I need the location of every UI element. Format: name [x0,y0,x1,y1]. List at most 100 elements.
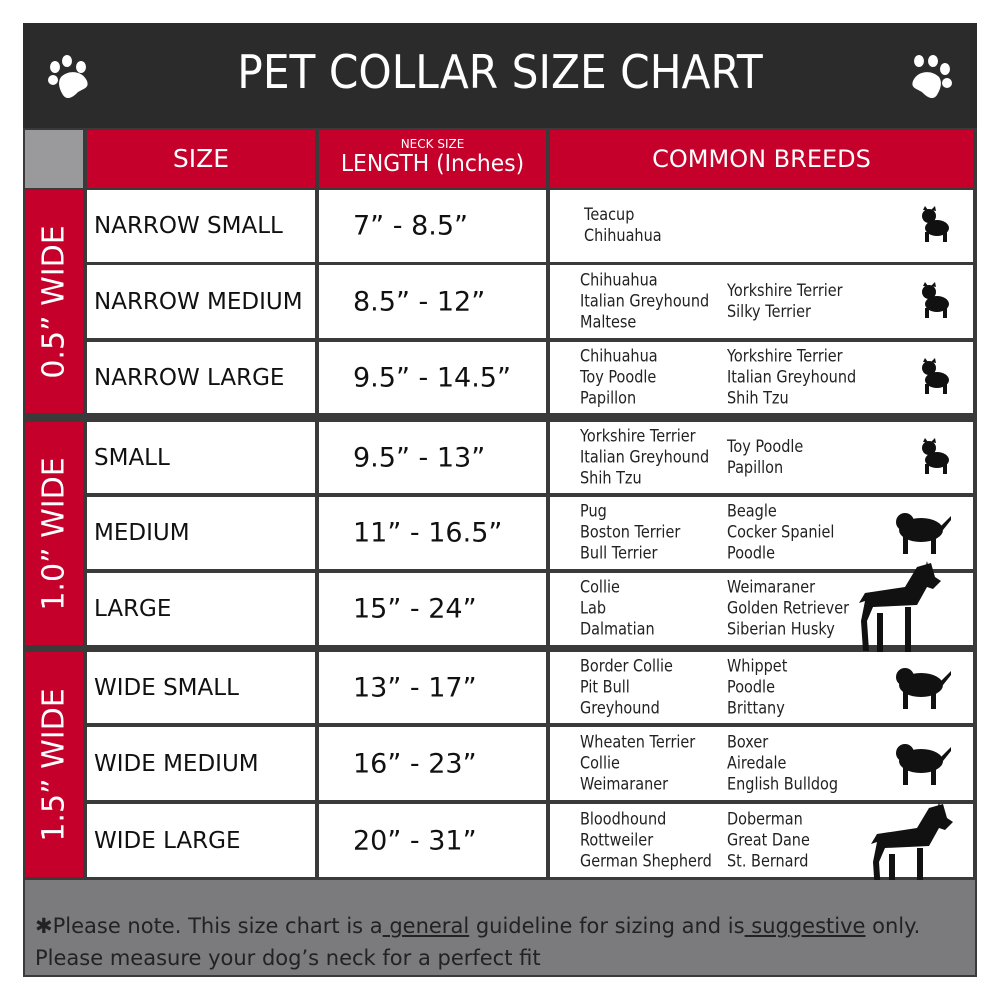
breeds-column-2: Yorkshire Terrier Italian Greyhound Shih T… [727,346,856,409]
neck-length: 9.5” - 13” [353,442,486,473]
size-label: NARROW MEDIUM [94,288,303,315]
group-label-band: 0.5” WIDE [25,190,83,413]
neck-length: 15” - 24” [353,593,477,625]
group-label: 0.5” WIDE [36,224,72,379]
column-header-breeds: COMMON BREEDS [550,130,973,188]
breeds-column-1: Yorkshire Terrier Italian Greyhound Shih T… [580,426,709,489]
breed-name: Yorkshire Terrier [727,280,843,301]
footer-emphasis-suggestive: suggestive [744,914,866,938]
breed-name: Chihuahua [580,346,658,366]
pitbull-silhouette-icon [891,739,951,789]
breeds-cell: Chihuahua Toy Poodle Papillon Yorkshire Ter… [550,342,973,413]
breed-name: Siberian Husky [727,619,835,640]
breed-name: Golden Retriever [727,598,850,619]
size-label: NARROW LARGE [94,364,285,391]
footer-text: ✱Please note. This size chart is a [35,914,383,938]
size-label: SMALL [94,444,170,471]
breed-name: Poodle [727,543,775,564]
column-header-length: NECK SIZE LENGTH (Inches) [319,130,546,188]
breeds-column-2: Beagle Cocker Spaniel Poodle [727,502,834,565]
breed-name: Collie [580,753,620,773]
breed-name: St. Bernard [727,851,809,871]
breeds-column-2: Doberman Great Dane St. Bernard [727,809,810,872]
size-cell: WIDE MEDIUM [87,727,315,800]
breed-name: Whippet [727,656,788,676]
size-cell: NARROW LARGE [87,342,315,413]
size-cell: MEDIUM [87,497,315,569]
shepherd-silhouette-icon [851,557,951,661]
breeds-column-1: Collie Lab Dalmatian [580,578,655,641]
footer-line-1: ✱Please note. This size chart is a gener… [35,910,975,942]
size-label: LARGE [94,596,172,622]
dachshund-silhouette-icon [891,508,951,558]
length-cell: 7” - 8.5” [319,190,546,262]
column-header-size: SIZE [87,130,315,188]
breeds-column-1: Border Collie Pit Bull Greyhound [580,656,673,719]
breed-name: Shih Tzu [580,468,642,488]
neck-length: 16” - 23” [353,748,477,779]
breed-name: German Shepherd [580,851,712,871]
group-label-band: 1.5” WIDE [25,652,83,877]
column-header-length-sublabel: NECK SIZE [400,137,465,151]
length-cell: 13” - 17” [319,652,546,723]
length-cell: 9.5” - 13” [319,422,546,493]
size-cell: LARGE [87,573,315,645]
breed-name: Pug [580,501,607,522]
breed-name: Collie [580,577,620,598]
breed-name: Brittany [727,698,785,718]
neck-length: 8.5” - 12” [353,286,486,317]
breed-name: Rottweiler [580,830,654,850]
size-cell: WIDE LARGE [87,804,315,877]
breeds-cell: Border Collie Pit Bull Greyhound Whippet Poo… [550,652,973,723]
size-cell: WIDE SMALL [87,652,315,723]
breeds-cell: Chihuahua Italian Greyhound Maltese Yorkshi… [550,265,973,338]
breed-name: Italian Greyhound [727,367,857,387]
breed-name: English Bulldog [727,774,839,794]
pomeranian-silhouette-icon [917,357,951,398]
breed-name: Pit Bull [580,677,630,697]
group-label: 1.5” WIDE [36,687,72,842]
size-label: WIDE LARGE [94,827,241,854]
breeds-cell: Yorkshire Terrier Italian Greyhound Shih T… [550,422,973,493]
length-cell: 20” - 31” [319,804,546,877]
breeds-column-1: Chihuahua Toy Poodle Papillon [580,346,658,409]
paw-icon [48,55,88,99]
breed-name: Toy Poodle [727,436,804,457]
neck-length: 11” - 16.5” [353,517,503,549]
length-cell: 16” - 23” [319,727,546,800]
breed-name: Weimaraner [580,774,669,794]
size-cell: SMALL [87,422,315,493]
breed-name: Papillon [727,457,784,478]
breeds-column-2: Boxer Airedale English Bulldog [727,732,838,795]
doberman-silhouette-icon [863,798,963,902]
group-label: 1.0” WIDE [36,456,72,611]
breed-name: Italian Greyhound [580,447,710,467]
breeds-column-2: Yorkshire Terrier Silky Terrier [727,281,843,323]
neck-length: 9.5” - 14.5” [353,362,511,393]
footer-text: guideline for sizing and is [469,914,745,938]
length-cell: 9.5” - 14.5” [319,342,546,413]
footer-line-2: Please measure your dog’s neck for a per… [35,946,541,970]
size-label: WIDE SMALL [94,674,239,701]
breed-name: Weimaraner [727,577,816,598]
breed-name: Chihuahua [580,270,658,290]
breeds-column-1: Teacup Chihuahua [584,205,662,247]
size-label: WIDE MEDIUM [94,750,259,777]
breed-name: Chihuahua [584,226,662,246]
breed-name: Bloodhound [580,809,667,829]
breed-name: Lab [580,598,607,619]
breeds-column-1: Bloodhound Rottweiler German Shepherd [580,809,712,872]
neck-length: 7” - 8.5” [353,210,469,242]
breed-name: Silky Terrier [727,301,811,322]
header-corner [25,130,83,188]
group-label-band: 1.0” WIDE [25,422,83,645]
breed-name: Boxer [727,732,769,752]
breed-name: Beagle [727,501,777,522]
breed-name: Maltese [580,312,637,332]
length-cell: 8.5” - 12” [319,265,546,338]
header: PET COLLAR SIZE CHART [23,23,977,128]
breed-name: Shih Tzu [727,388,789,408]
breeds-cell: Teacup Chihuahua [550,190,973,262]
breeds-cell: Pug Boston Terrier Bull Terrier Beagle Cocke… [550,497,973,569]
breeds-cell: Wheaten Terrier Collie Weimaraner Boxer Aire… [550,727,973,800]
